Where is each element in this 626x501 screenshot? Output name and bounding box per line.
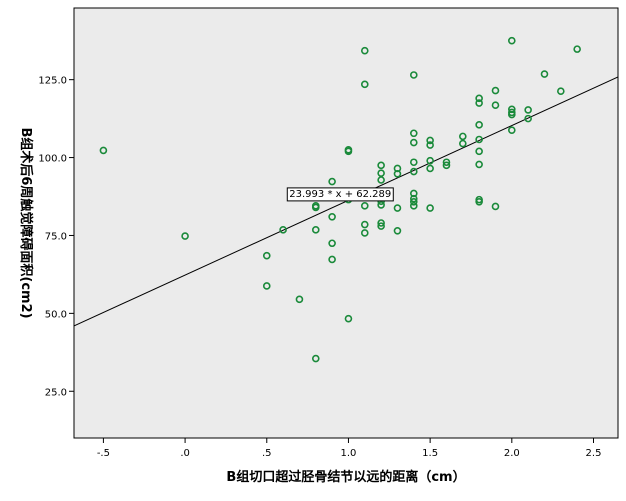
data-point [377,219,385,227]
data-point [409,194,418,203]
data-point [475,135,483,144]
data-point [377,169,385,177]
data-point [426,164,434,173]
data-point [491,86,500,95]
data-point [311,354,320,363]
data-point [295,295,304,304]
data-point [409,198,418,206]
data-point [409,71,418,79]
y-tick-label: 50.0 [45,309,67,320]
data-point [360,220,369,229]
data-point [475,198,483,206]
x-tick-label: .5 [262,448,272,459]
data-point [508,110,516,119]
y-axis: 25.0 50.0 75.0 100.0 125.0 [38,76,74,398]
y-tick-label: 75.0 [45,231,67,242]
x-tick-label: .0 [180,448,190,459]
data-point [508,36,516,45]
data-point [475,160,483,169]
y-axis-title: B组术后6周触觉障碍面积(cm2) [18,127,34,318]
plot-frame [73,7,619,439]
data-point [360,229,369,237]
data-point [99,146,108,155]
data-point [459,139,467,148]
y-tick-label: 25.0 [45,387,67,398]
data-point [426,204,434,212]
data-point [426,136,434,145]
y-tick-label: 125.0 [38,76,67,87]
data-point [360,202,369,210]
data-point [328,239,336,248]
data-point [262,251,271,260]
fit-equation-box [286,187,394,202]
x-tick-label: -.5 [97,448,110,459]
data-point [311,226,320,234]
data-point [557,87,565,95]
x-tick-label: 1.5 [422,448,438,459]
data-point [328,212,336,221]
data-point [377,222,385,230]
data-point [409,167,418,176]
data-point [475,99,483,107]
data-point [475,121,483,129]
fit-equation-label-group: 23.993 * x + 62.289 [286,187,394,202]
data-point [491,101,500,110]
x-axis-title: B组切口超过胫骨结节以远的距离（cm） [226,469,465,485]
data-point [328,255,336,264]
data-point [344,147,353,156]
data-point [360,46,369,55]
data-point [524,106,532,114]
data-point [344,314,353,323]
data-point [393,226,402,235]
data-point [442,158,451,167]
data-point [377,161,385,170]
y-tick-label: 100.0 [38,154,67,165]
x-tick-label: 1.0 [340,448,356,459]
data-point [475,147,483,156]
data-point [279,226,287,234]
data-point [409,158,418,167]
data-point [491,202,500,211]
data-point [311,203,320,212]
data-point [524,114,532,123]
data-point [328,177,336,186]
data-point [573,45,581,53]
data-point [540,70,549,78]
plot-background [74,8,618,438]
data-point [393,169,402,178]
data-point [459,132,467,141]
data-point [442,161,451,170]
data-point [377,176,385,184]
data-point [426,141,434,149]
data-point [181,232,189,240]
data-point [360,80,369,89]
data-point [409,129,418,138]
data-point [426,156,434,165]
fit-equation-label: 23.993 * x + 62.289 [289,189,391,200]
x-tick-label: 2.0 [504,448,520,459]
data-point [409,138,418,147]
data-point [508,126,516,134]
data-point [262,282,271,290]
data-point [377,201,385,209]
data-point [475,94,483,103]
data-point [393,204,402,212]
x-axis: -.5 .0 .5 1.0 1.5 2.0 2.5 [97,438,602,459]
x-tick-label: 2.5 [586,448,602,459]
data-points [99,36,581,363]
data-point [409,202,418,210]
